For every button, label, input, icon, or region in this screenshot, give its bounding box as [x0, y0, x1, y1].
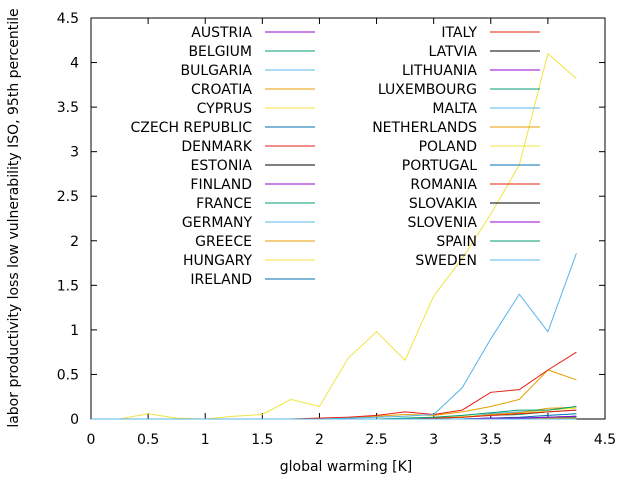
legend: AUSTRIA BELGIUM BULGARIA CROATIA CYPRUS CZECH… [130, 25, 540, 288]
x-tick-label: 0 [87, 432, 96, 448]
y-tick-label: 4.5 [57, 11, 79, 27]
legend-label: BULGARIA [180, 63, 252, 79]
legend-label: IRELAND [190, 272, 252, 288]
legend-label: GREECE [195, 234, 252, 250]
x-tick-label: 0.5 [137, 432, 159, 448]
y-tick-label: 1 [70, 323, 79, 339]
legend-label: LATVIA [429, 44, 478, 60]
legend-label: CYPRUS [197, 101, 252, 117]
legend-label: NETHERLANDS [372, 120, 477, 136]
series-lines [91, 52, 577, 420]
legend-label: DENMARK [181, 139, 252, 155]
x-tick-label: 4 [543, 432, 552, 448]
series-line-italy [91, 351, 577, 420]
legend-label: FRANCE [196, 196, 252, 212]
legend-label: SWEDEN [415, 253, 477, 269]
y-tick-label: 3 [70, 145, 79, 161]
x-tick-label: 2.5 [365, 432, 387, 448]
y-tick-label: 2 [70, 234, 79, 250]
legend-label: LITHUANIA [402, 63, 477, 79]
x-tick-label: 3 [429, 432, 438, 448]
y-tick-label: 3.5 [57, 100, 79, 116]
legend-label: CZECH REPUBLIC [130, 120, 252, 136]
series-line-bulgaria [91, 406, 577, 420]
legend-label: ITALY [441, 25, 477, 41]
series-line-malta [91, 253, 577, 420]
x-axis-label: global warming [K] [280, 459, 413, 475]
y-tick-label: 0.5 [57, 367, 79, 383]
x-tick-label: 2 [315, 432, 324, 448]
legend-label: MALTA [432, 101, 477, 117]
x-tick-label: 3.5 [480, 432, 502, 448]
legend-label: HUNGARY [183, 253, 253, 269]
series-line-poland [91, 52, 577, 420]
y-tick-label: 1.5 [57, 278, 79, 294]
legend-label: LUXEMBOURG [378, 82, 477, 98]
legend-label: SLOVENIA [407, 215, 477, 231]
legend-label: PORTUGAL [402, 158, 477, 174]
legend-label: SLOVAKIA [409, 196, 478, 212]
y-tick-label: 4 [70, 56, 79, 72]
legend-label: POLAND [419, 139, 477, 155]
y-tick-label: 2.5 [57, 189, 79, 205]
y-axis-label: labor productivity loss low vulnerabilit… [6, 8, 22, 427]
axis-ticks: 0 0.5 1 1.5 2 2.5 3 3.5 4 4.5 0 0.5 1 1.5 2 2.5 3 3.5 4 4.5 [57, 11, 616, 448]
y-tick-label: 0 [70, 412, 79, 428]
legend-label: GERMANY [182, 215, 253, 231]
legend-label: FINLAND [190, 177, 252, 193]
x-tick-label: 1.5 [251, 432, 273, 448]
x-tick-label: 4.5 [594, 432, 616, 448]
legend-label: ROMANIA [410, 177, 477, 193]
x-tick-label: 1 [201, 432, 210, 448]
legend-label: SPAIN [436, 234, 477, 250]
legend-label: AUSTRIA [191, 25, 252, 41]
legend-label: CROATIA [191, 82, 252, 98]
legend-label: ESTONIA [191, 158, 253, 174]
legend-label: BELGIUM [188, 44, 252, 60]
